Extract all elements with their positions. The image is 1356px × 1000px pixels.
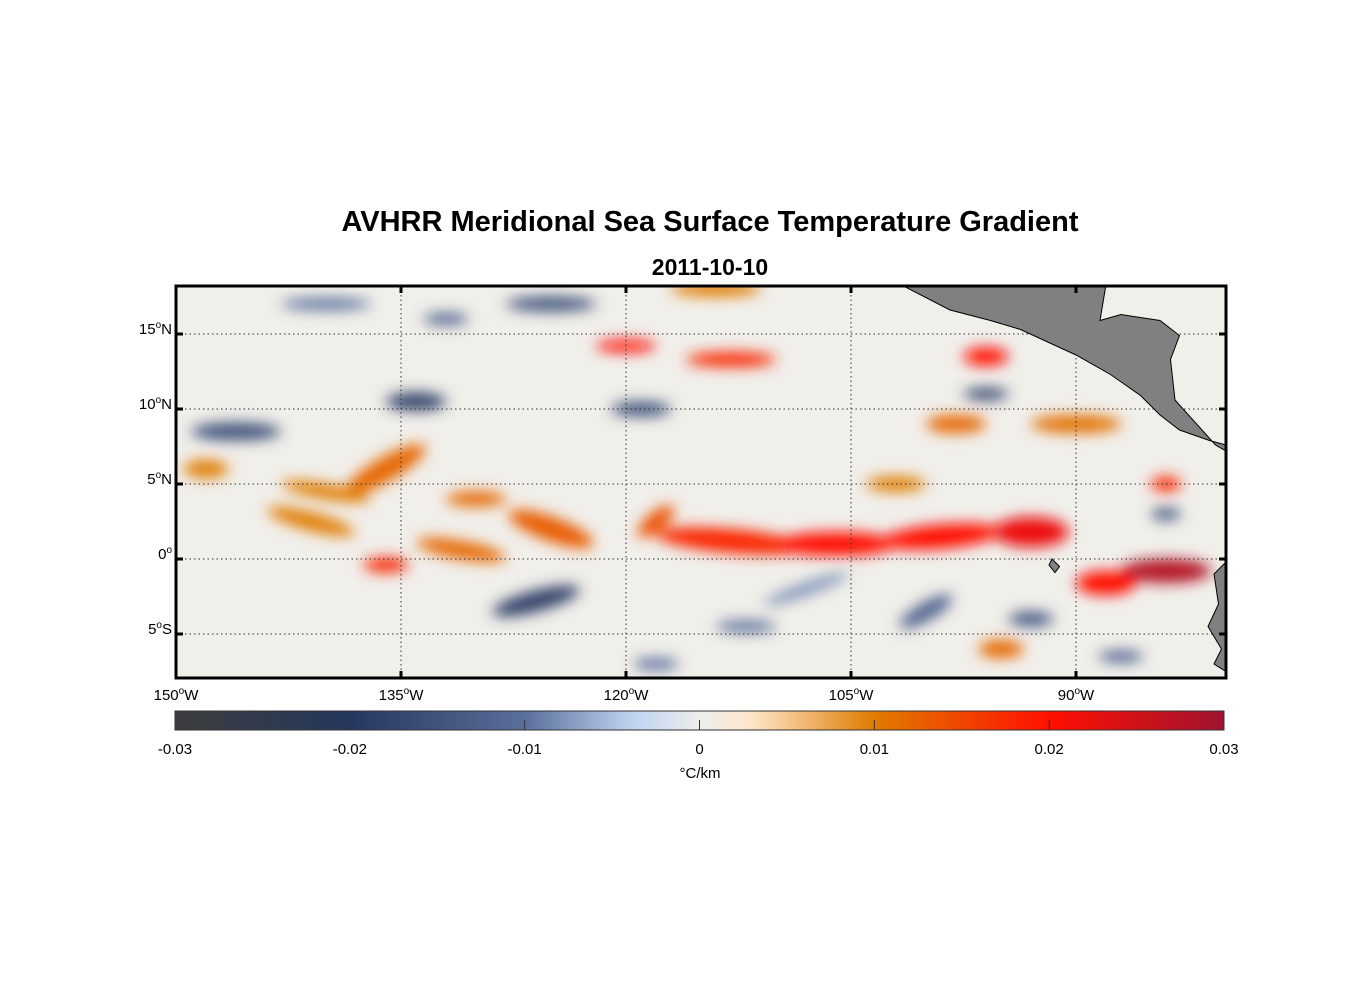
landmass [1048,558,1061,574]
lon-tick-label: 105oW [828,686,874,704]
cold-gradient-feature [899,594,953,629]
cold-gradient-feature [492,585,580,617]
cold-gradient-feature [763,572,849,606]
lat-tick-label: 5oN [147,470,172,488]
colorbar-tick-label: 0.02 [1034,741,1064,758]
lat-tick-label: 10oN [138,395,172,413]
cold-gradient-feature [506,296,596,312]
lon-tick-label: 150oW [153,686,199,704]
colorbar-tick-label: 0 [695,741,704,758]
cold-gradient-feature [281,298,371,310]
landmass [902,286,1226,452]
cold-gradient-feature [963,388,1009,400]
warm-gradient-feature [508,509,594,549]
lat-tick-label: 15oN [138,320,172,338]
colorbar-tick-label: 0.03 [1209,741,1239,758]
warm-gradient-feature [671,286,761,297]
warm-gradient-feature [637,505,675,538]
lon-tick-label: 120oW [603,686,649,704]
warm-gradient-feature [281,480,371,503]
warm-gradient-feature [267,506,355,537]
cold-gradient-feature [716,620,776,633]
cold-gradient-feature [423,313,469,325]
landmass [1207,561,1226,673]
warm-gradient-feature [1031,415,1121,433]
cold-gradient-feature [1008,611,1054,627]
warm-gradient-feature [776,532,896,556]
warm-gradient-feature [656,527,806,555]
warm-gradient-feature [1121,559,1211,583]
warm-gradient-feature [1076,571,1136,595]
lon-tick-label: 135oW [378,686,424,704]
colorbar-tick-label: -0.03 [157,741,193,758]
warm-gradient-feature [686,352,776,367]
cold-gradient-feature [633,658,679,670]
warm-gradient-feature [346,444,426,494]
cold-gradient-feature [191,422,281,441]
warm-gradient-feature [993,517,1069,547]
warm-gradient-feature [926,415,986,433]
cold-gradient-feature [386,392,446,411]
cold-gradient-feature [1098,650,1144,663]
chart-title: AVHRR Meridional Sea Surface Temperature… [341,206,1079,238]
lat-tick-label: 0o [158,545,172,563]
map-frame [174,284,1228,680]
warm-gradient-feature [363,557,409,573]
colorbar-tick-label: -0.02 [332,741,367,758]
colorbar-unit: °C/km [679,765,721,782]
colorbar-tick-label: 0.01 [859,741,889,758]
lon-tick-label: 90oW [1057,686,1095,704]
colorbar-tick-label: -0.01 [507,741,542,758]
warm-gradient-feature [963,347,1009,366]
warm-gradient-feature [416,538,506,562]
warm-gradient-feature [978,640,1024,658]
lat-tick-label: 5oS [148,620,172,638]
warm-gradient-feature [881,523,1001,550]
warm-gradient-feature [183,460,229,478]
warm-gradient-feature [446,491,506,507]
cold-gradient-feature [1151,508,1181,520]
chart-subtitle: 2011-10-10 [651,254,769,280]
